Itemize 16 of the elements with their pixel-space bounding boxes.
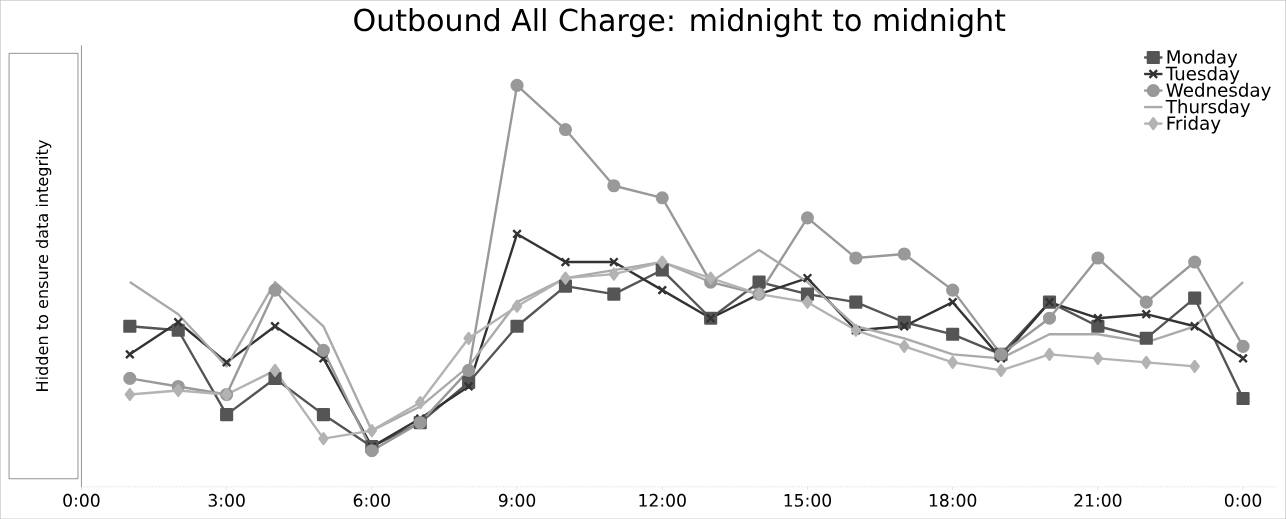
legend-label: Thursday	[1165, 99, 1251, 117]
x-tick-label: 15:00	[784, 493, 832, 507]
y-axis-title: Hidden to ensure data integrity	[35, 139, 52, 391]
legend-label: Tuesday	[1165, 66, 1240, 84]
x-tick-label: 0:00	[63, 493, 100, 507]
x-tick-label: 12:00	[639, 493, 686, 507]
legend-label: Wednesday	[1166, 82, 1271, 101]
x-tick-label: 3:00	[208, 493, 245, 507]
x-tick-label: 6:00	[353, 493, 390, 507]
chart-title: Outbound All Charge: midnight to midnight	[354, 7, 1006, 38]
x-tick-label: 9:00	[498, 493, 536, 507]
x-tick-label: 18:00	[929, 493, 977, 507]
x-tick-label: 21:00	[1074, 493, 1122, 507]
x-tick-label: 0:00	[1224, 493, 1262, 507]
legend-label: Monday	[1167, 49, 1238, 68]
legend-label: Friday	[1167, 115, 1221, 134]
